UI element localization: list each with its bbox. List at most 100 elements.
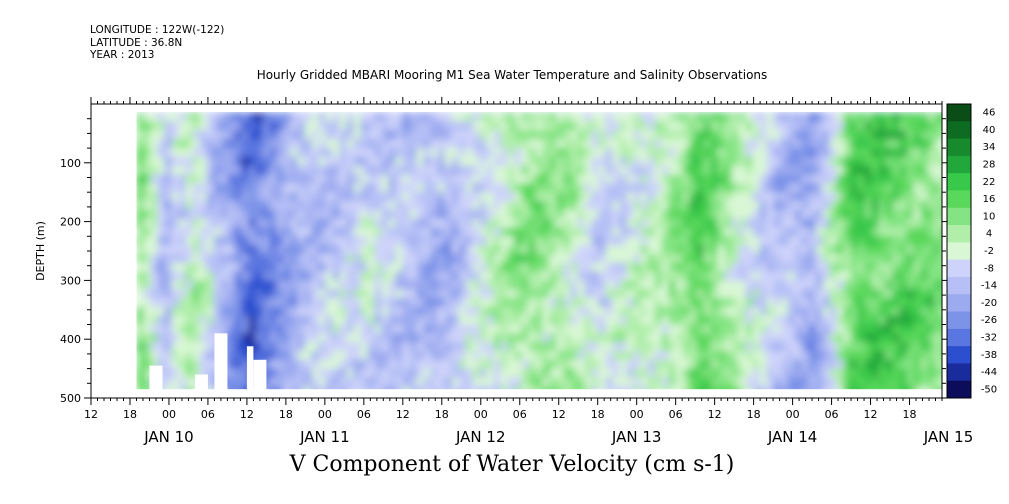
heatmap-cell [472,218,481,229]
x-tick-label: 00 [162,408,176,421]
heatmap-cell [724,351,733,362]
heatmap-cell [297,280,306,291]
heatmap-cell [871,130,880,141]
heatmap-cell [374,209,383,220]
heatmap-cell [430,156,439,168]
heatmap-cell [584,130,593,141]
heatmap-cell [577,148,586,159]
heatmap-cell [339,359,348,370]
heatmap-cell [381,253,390,265]
heatmap-cell [801,139,810,150]
heatmap-cell [451,280,460,291]
heatmap-cell [339,121,348,132]
heatmap-cell [381,192,390,203]
heatmap-cell [570,236,579,247]
heatmap-cell [276,121,285,132]
heatmap-cell [430,130,439,141]
heatmap-cell [458,298,467,309]
heatmap-cell [808,324,817,335]
heatmap-cell [528,351,537,362]
heatmap-cell [829,139,838,150]
heatmap-cell [472,121,481,132]
heatmap-cell [423,156,432,168]
heatmap-cell [171,165,180,176]
heatmap-cell [766,306,775,318]
heatmap-cell [724,112,733,123]
heatmap-cell [906,236,915,247]
heatmap-cell [857,351,866,362]
heatmap-cell [500,271,509,282]
heatmap-cell [311,333,320,344]
heatmap-cell [647,218,656,229]
heatmap-cell [416,209,425,220]
heatmap-cell [850,218,859,229]
heatmap-cell [640,112,649,123]
heatmap-cell [850,351,859,362]
heatmap-cell [773,112,782,123]
heatmap-cell [647,271,656,282]
heatmap-cell [675,262,684,273]
heatmap-cell [535,271,544,282]
heatmap-cell [255,218,264,229]
heatmap-cell [899,245,908,256]
heatmap-cell [227,183,236,194]
heatmap-cell [458,351,467,362]
heatmap-cell [339,324,348,335]
heatmap-cell [871,156,880,168]
heatmap-cell [430,148,439,159]
heatmap-cell [815,351,824,362]
heatmap-cell [437,368,446,379]
heatmap-cell [864,253,873,265]
heatmap-cell [276,351,285,362]
heatmap-cell [752,271,761,282]
heatmap-cell [542,218,551,229]
heatmap-cell [591,201,600,212]
heatmap-cell [591,289,600,300]
colorbar-label: -26 [981,315,997,326]
heatmap-cell [577,342,586,353]
heatmap-cell [325,165,334,176]
heatmap-cell [255,262,264,273]
heatmap-cell [234,253,243,265]
heatmap-cell [556,174,565,185]
heatmap-cell [871,298,880,309]
heatmap-cell [598,183,607,194]
heatmap-cell [402,306,411,318]
heatmap-cell [591,165,600,176]
heatmap-cell [682,165,691,176]
heatmap-cell [276,271,285,282]
heatmap-cell [738,280,747,291]
heatmap-cell [717,368,726,379]
heatmap-cell [892,165,901,176]
heatmap-cell [808,112,817,123]
heatmap-cell [570,333,579,344]
heatmap-cell [703,315,712,326]
heatmap-cell [598,218,607,229]
colorbar-segment [947,380,971,399]
heatmap-cell [206,139,215,150]
heatmap-cell [647,306,656,318]
heatmap-cell [346,315,355,326]
heatmap-cell [402,289,411,300]
heatmap-cell [787,165,796,176]
heatmap-cell [822,192,831,203]
heatmap-cell [395,183,404,194]
heatmap-cell [199,245,208,256]
heatmap-cell [507,298,516,309]
heatmap-cell [920,324,929,335]
heatmap-cell [654,333,663,344]
heatmap-cell [269,342,278,353]
heatmap-cell [619,333,628,344]
heatmap-cell [248,306,257,318]
heatmap-cell [556,192,565,203]
heatmap-cell [269,289,278,300]
heatmap-cell [815,236,824,247]
heatmap-cell [402,333,411,344]
heatmap-cell [332,289,341,300]
heatmap-cell [549,298,558,309]
heatmap-cell [696,368,705,379]
heatmap-cell [703,262,712,273]
heatmap-cell [192,315,201,326]
heatmap-cell [591,368,600,379]
